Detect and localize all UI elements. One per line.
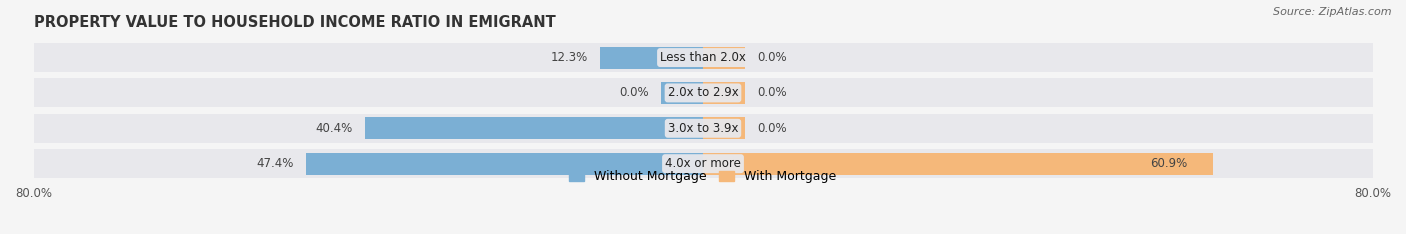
Text: 0.0%: 0.0% [619, 86, 648, 99]
Bar [661, 82, 703, 104]
Bar [703, 117, 745, 139]
Bar [34, 78, 1372, 107]
Bar [34, 149, 1372, 178]
Text: Less than 2.0x: Less than 2.0x [659, 51, 747, 64]
Text: 40.4%: 40.4% [315, 122, 353, 135]
Text: 0.0%: 0.0% [758, 122, 787, 135]
Bar [366, 117, 703, 139]
Bar [703, 153, 1212, 175]
Text: 60.9%: 60.9% [1150, 157, 1188, 170]
Bar [703, 47, 745, 69]
Legend: Without Mortgage, With Mortgage: Without Mortgage, With Mortgage [564, 165, 842, 188]
Text: 12.3%: 12.3% [550, 51, 588, 64]
Bar [34, 114, 1372, 143]
Text: 0.0%: 0.0% [758, 51, 787, 64]
Text: 3.0x to 3.9x: 3.0x to 3.9x [668, 122, 738, 135]
Bar [34, 43, 1372, 72]
Bar [307, 153, 703, 175]
Text: Source: ZipAtlas.com: Source: ZipAtlas.com [1274, 7, 1392, 17]
Text: PROPERTY VALUE TO HOUSEHOLD INCOME RATIO IN EMIGRANT: PROPERTY VALUE TO HOUSEHOLD INCOME RATIO… [34, 15, 555, 30]
Text: 4.0x or more: 4.0x or more [665, 157, 741, 170]
Bar [703, 82, 745, 104]
Text: 2.0x to 2.9x: 2.0x to 2.9x [668, 86, 738, 99]
Bar [600, 47, 703, 69]
Text: 0.0%: 0.0% [758, 86, 787, 99]
Text: 47.4%: 47.4% [256, 157, 294, 170]
